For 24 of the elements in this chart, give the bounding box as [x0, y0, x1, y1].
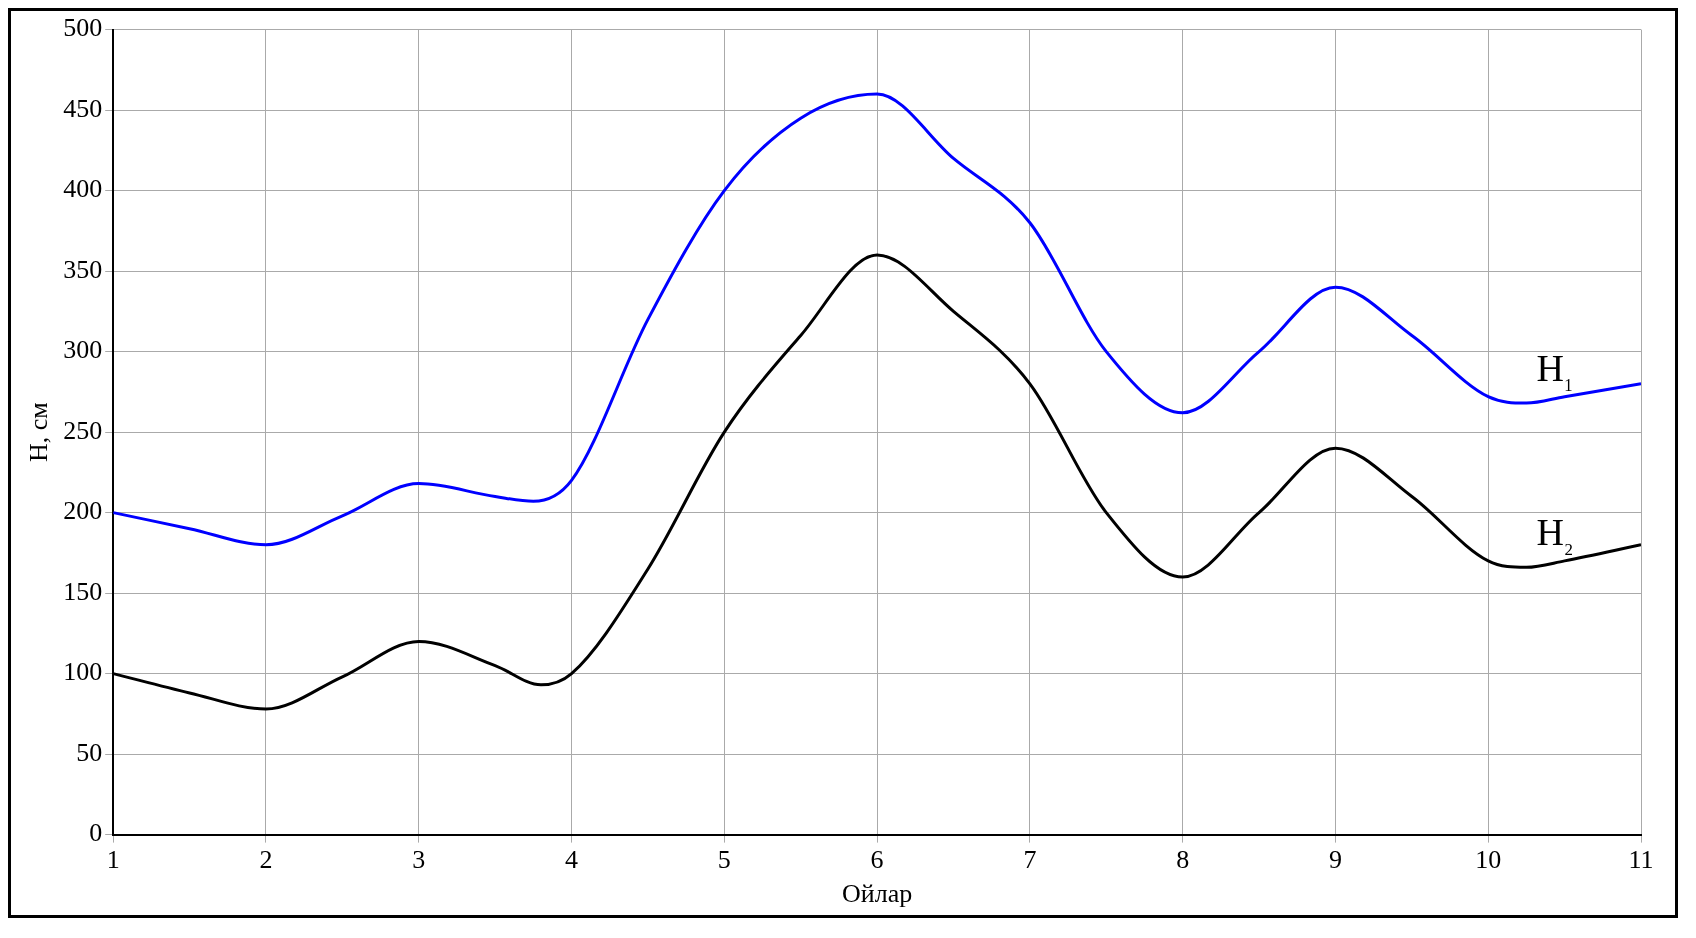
x-tick-label: 11 — [1628, 845, 1654, 875]
y-tick-label: 450 — [63, 93, 103, 123]
x-tick-label: 6 — [870, 845, 884, 875]
x-tick-label: 9 — [1328, 845, 1342, 875]
x-tick-label: 2 — [259, 845, 273, 875]
y-tick-label: 500 — [63, 13, 103, 43]
x-tick-label: 1 — [106, 845, 120, 875]
x-tick-label: 4 — [565, 845, 579, 875]
x-tick-label: 10 — [1475, 845, 1502, 875]
y-tick-label: 0 — [89, 818, 103, 848]
y-tick-label: 250 — [63, 415, 103, 445]
y-tick-label: 400 — [63, 174, 103, 204]
x-tick-label: 7 — [1023, 845, 1037, 875]
y-axis-title: H, см — [24, 402, 54, 462]
x-tick-label: 5 — [717, 845, 731, 875]
x-tick-label: 8 — [1176, 845, 1190, 875]
x-tick-label: 3 — [412, 845, 426, 875]
y-tick-label: 150 — [63, 576, 103, 606]
y-tick-label: 50 — [76, 737, 103, 767]
y-tick-label: 300 — [63, 335, 103, 365]
y-tick-label: 350 — [63, 254, 103, 284]
y-tick-label: 100 — [63, 657, 103, 687]
y-tick-label: 200 — [63, 496, 103, 526]
x-axis-title: Ойлар — [841, 879, 913, 909]
